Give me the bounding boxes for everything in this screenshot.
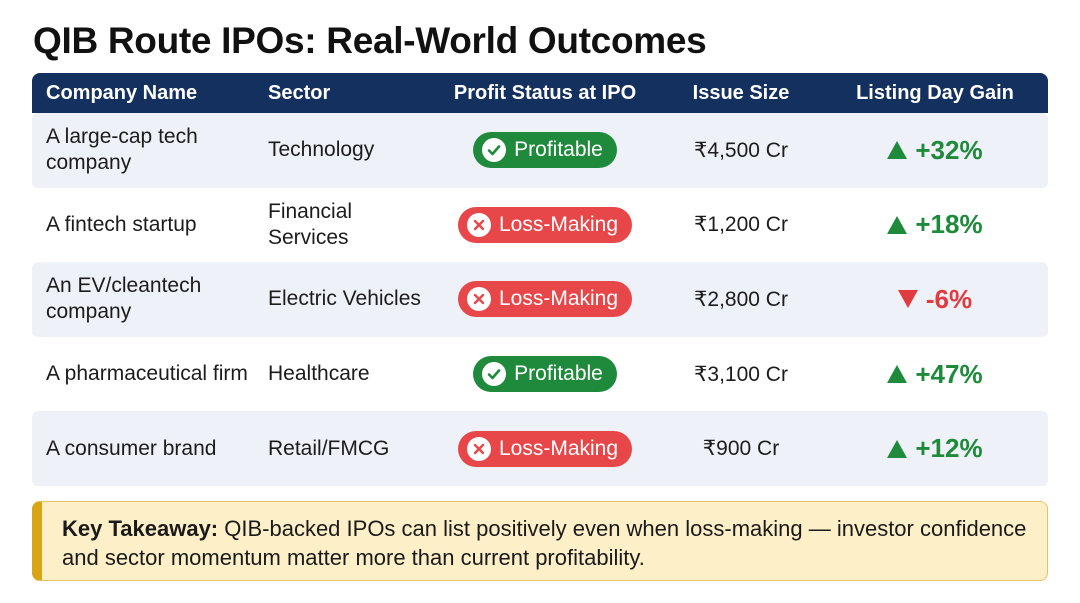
gain-text: -6% bbox=[925, 283, 973, 314]
status-badge-label: Loss-Making bbox=[498, 436, 619, 460]
table-row: A large-cap tech company Technology Profit… bbox=[32, 113, 1048, 188]
header-company-name: Company Name bbox=[46, 82, 198, 104]
listing-day-gain-cell: +32% bbox=[822, 135, 1048, 166]
gain-text: +32% bbox=[915, 134, 983, 165]
table-body: A large-cap tech company Technology Profit… bbox=[32, 113, 1048, 486]
sector-cell: Technology bbox=[268, 138, 375, 162]
gain-value: +47% bbox=[887, 358, 983, 390]
header-sector: Sector bbox=[268, 82, 331, 104]
listing-day-gain-cell: -6% bbox=[822, 284, 1048, 315]
gain-value: -6% bbox=[897, 283, 973, 315]
triangle-up-icon bbox=[887, 365, 908, 384]
issue-size-cell: ₹1,200 Cr bbox=[694, 213, 788, 237]
triangle-down-icon bbox=[897, 290, 918, 309]
profit-status-cell: Loss-Making bbox=[430, 206, 660, 243]
status-badge: Loss-Making bbox=[457, 206, 633, 243]
table-row: An EV/cleantech company Electric Vehicles… bbox=[32, 262, 1048, 337]
status-badge-label: Profitable bbox=[514, 138, 603, 162]
gain-text: +47% bbox=[915, 358, 983, 389]
company-name-cell: A fintech startup bbox=[46, 212, 197, 236]
listing-day-gain-cell: +47% bbox=[822, 359, 1048, 390]
company-name-cell: A pharmaceutical firm bbox=[46, 362, 248, 386]
status-badge-label: Profitable bbox=[514, 362, 603, 386]
status-badge-label: Loss-Making bbox=[498, 212, 619, 236]
triangle-up-icon bbox=[887, 439, 908, 458]
status-badge-label: Loss-Making bbox=[498, 287, 619, 311]
sector-cell: Retail/FMCG bbox=[268, 436, 390, 460]
company-name-cell: A consumer brand bbox=[46, 436, 217, 460]
profit-status-cell: Profitable bbox=[430, 356, 660, 393]
listing-day-gain-cell: +18% bbox=[822, 209, 1048, 240]
x-circle-icon bbox=[466, 436, 491, 461]
sector-cell: Financial Services bbox=[268, 199, 353, 249]
takeaway-text: QIB-backed IPOs can list positively even… bbox=[62, 516, 1027, 570]
status-badge: Profitable bbox=[473, 132, 617, 169]
issue-size-cell: ₹900 Cr bbox=[702, 437, 780, 461]
company-name-cell: An EV/cleantech company bbox=[46, 274, 202, 324]
table-row: A consumer brand Retail/FMCG Loss-Making ₹9… bbox=[32, 411, 1048, 486]
gain-text: +18% bbox=[915, 209, 983, 240]
check-circle-icon bbox=[482, 362, 507, 387]
company-name-cell: A large-cap tech company bbox=[46, 125, 198, 175]
sector-cell: Electric Vehicles bbox=[268, 287, 421, 311]
table-header: Company Name Sector Profit Status at IPO… bbox=[32, 73, 1048, 113]
x-circle-icon bbox=[466, 287, 491, 312]
status-badge: Profitable bbox=[473, 356, 617, 393]
profit-status-cell: Profitable bbox=[430, 132, 660, 169]
issue-size-cell: ₹2,800 Cr bbox=[694, 287, 788, 311]
ipo-table: Company Name Sector Profit Status at IPO… bbox=[32, 73, 1048, 486]
issue-size-cell: ₹4,500 Cr bbox=[694, 138, 788, 162]
table-row: A fintech startup Financial Services Loss-… bbox=[32, 188, 1048, 263]
x-circle-icon bbox=[466, 212, 491, 237]
page-title: QIB Route IPOs: Real-World Outcomes bbox=[33, 20, 707, 61]
profit-status-cell: Loss-Making bbox=[430, 430, 660, 467]
table-row: A pharmaceutical firm Healthcare Profitabl… bbox=[32, 337, 1048, 412]
gain-value: +32% bbox=[887, 134, 983, 166]
triangle-up-icon bbox=[887, 215, 908, 234]
header-profit-status: Profit Status at IPO bbox=[453, 81, 637, 104]
listing-day-gain-cell: +12% bbox=[822, 433, 1048, 464]
sector-cell: Healthcare bbox=[268, 362, 370, 386]
gain-text: +12% bbox=[915, 433, 983, 464]
gain-value: +18% bbox=[887, 209, 983, 240]
status-badge: Loss-Making bbox=[457, 281, 633, 318]
issue-size-cell: ₹3,100 Cr bbox=[694, 362, 788, 386]
gain-value: +12% bbox=[887, 433, 983, 464]
key-takeaway-box: Key Takeaway: QIB-backed IPOs can list p… bbox=[32, 501, 1048, 581]
profit-status-cell: Loss-Making bbox=[430, 281, 660, 318]
triangle-up-icon bbox=[887, 141, 908, 160]
status-badge: Loss-Making bbox=[457, 430, 633, 467]
header-listing-day-gain: Listing Day Gain bbox=[856, 81, 1014, 104]
header-issue-size: Issue Size bbox=[692, 81, 790, 104]
check-circle-icon bbox=[482, 138, 507, 163]
takeaway-label: Key Takeaway: bbox=[62, 516, 219, 541]
